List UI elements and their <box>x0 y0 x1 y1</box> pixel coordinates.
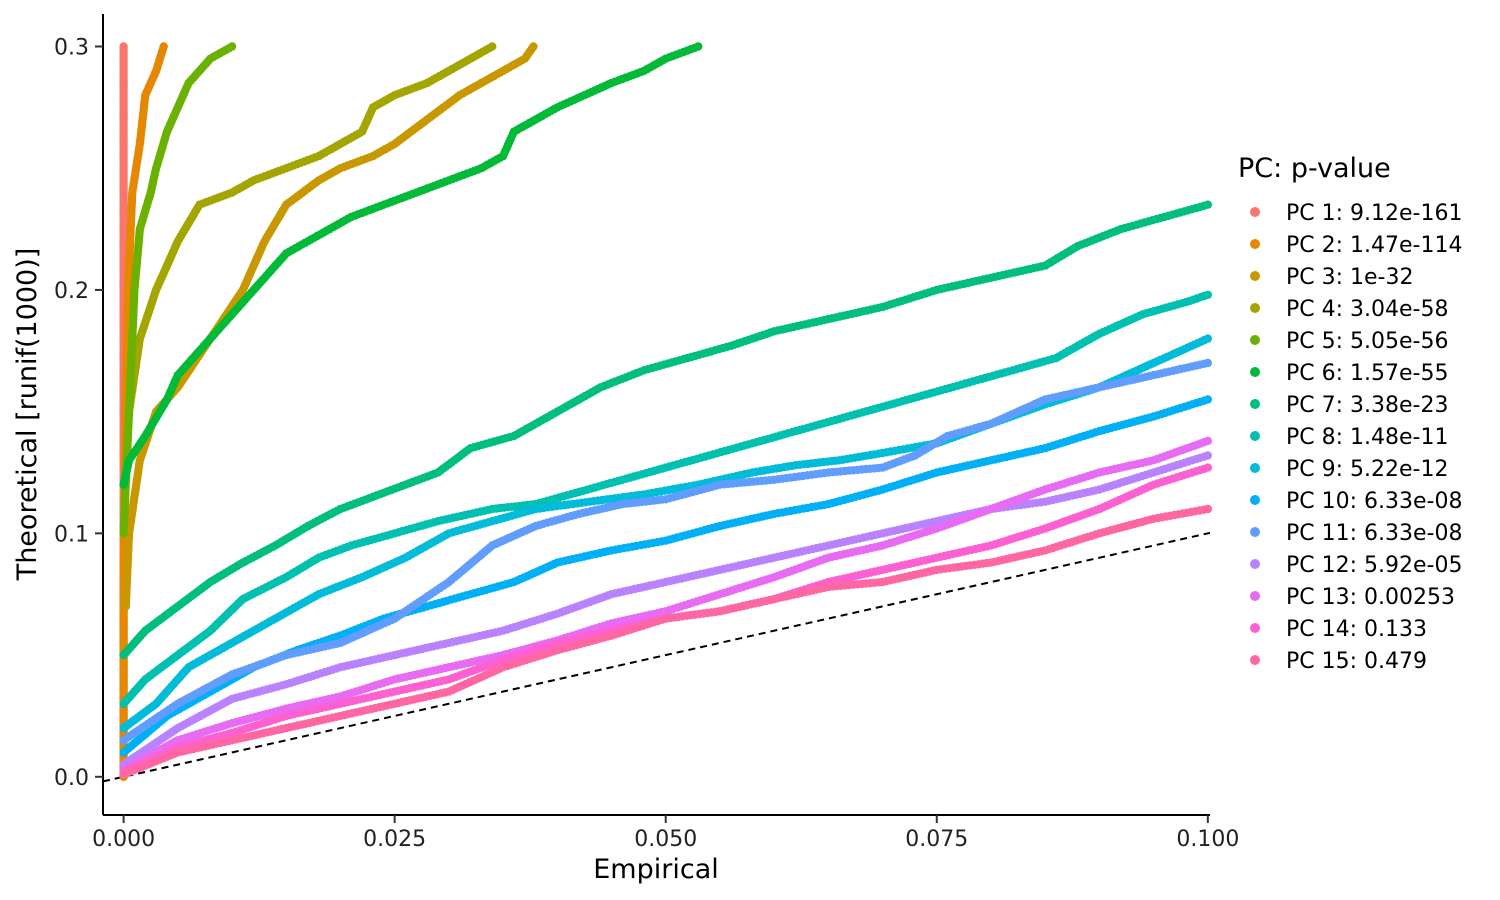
legend-label: PC 7: 3.38e-23 <box>1286 393 1448 418</box>
data-point <box>1203 358 1213 368</box>
data-point <box>1203 334 1213 343</box>
series-15 <box>119 504 1213 779</box>
data-point <box>1203 200 1213 209</box>
legend-swatch <box>1250 399 1260 409</box>
series-9 <box>119 334 1213 733</box>
legend-label: PC 13: 0.00253 <box>1286 585 1455 610</box>
data-point <box>694 42 703 51</box>
legend-label: PC 6: 1.57e-55 <box>1286 361 1448 386</box>
legend-title: PC: p-value <box>1238 153 1391 184</box>
x-tick-label: 0.025 <box>363 827 426 852</box>
series-4 <box>124 42 497 416</box>
legend-items: PC 1: 9.12e-161 PC 2: 1.47e-114 PC 3: 1e-3… <box>1250 201 1462 674</box>
reference-line <box>103 531 1210 783</box>
legend-label: PC 10: 6.33e-08 <box>1286 489 1462 514</box>
legend-label: PC 9: 5.22e-12 <box>1286 457 1448 482</box>
data-point <box>159 42 168 51</box>
series-11 <box>119 358 1213 745</box>
data-point <box>488 42 497 51</box>
axes <box>102 14 1210 816</box>
legend-swatch <box>1250 207 1260 217</box>
legend: PC: p-value PC 1: 9.12e-161 PC 2: 1.47e-1… <box>1238 153 1462 674</box>
legend-swatch <box>1250 271 1260 281</box>
x-ticks: 0.000 0.025 0.050 0.075 0.100 <box>92 815 1239 852</box>
data-point <box>119 42 128 51</box>
x-tick-label: 0.050 <box>634 827 697 852</box>
series-6 <box>119 42 703 489</box>
legend-swatch <box>1250 335 1260 345</box>
y-tick-label: 0.1 <box>54 522 89 547</box>
data-point <box>227 42 237 51</box>
legend-label: PC 1: 9.12e-161 <box>1286 201 1462 226</box>
data-point <box>529 42 538 51</box>
legend-swatch <box>1250 655 1260 665</box>
points-layer <box>119 42 1213 781</box>
legend-swatch <box>1250 527 1260 537</box>
legend-swatch <box>1250 463 1260 473</box>
x-tick-label: 0.000 <box>92 827 155 852</box>
y-tick-label: 0.3 <box>54 36 89 61</box>
x-axis-title: Empirical <box>593 854 719 885</box>
legend-label: PC 14: 0.133 <box>1286 617 1427 642</box>
series-3 <box>121 42 538 611</box>
y-axis-title: Theoretical [runif(1000)] <box>12 248 43 582</box>
legend-label: PC 11: 6.33e-08 <box>1286 521 1462 546</box>
y-ticks: 0.0 0.1 0.2 0.3 <box>54 36 103 791</box>
series-8 <box>119 290 1213 708</box>
x-tick-label: 0.075 <box>905 827 968 852</box>
legend-swatch <box>1250 431 1260 441</box>
legend-label: PC 12: 5.92e-05 <box>1286 553 1462 578</box>
legend-label: PC 5: 5.05e-56 <box>1286 329 1448 354</box>
legend-label: PC 8: 1.48e-11 <box>1286 425 1448 450</box>
legend-label: PC 3: 1e-32 <box>1286 265 1414 290</box>
legend-label: PC 2: 1.47e-114 <box>1286 233 1462 258</box>
reference-line-layer <box>103 531 1210 783</box>
data-point <box>1203 395 1213 404</box>
legend-swatch <box>1250 367 1260 377</box>
series-7 <box>119 200 1213 660</box>
data-point <box>1203 451 1213 460</box>
x-tick-label: 0.100 <box>1176 827 1239 852</box>
legend-label: PC 4: 3.04e-58 <box>1286 297 1448 322</box>
y-tick-label: 0.2 <box>54 279 89 304</box>
legend-swatch <box>1250 239 1260 249</box>
legend-swatch <box>1250 303 1260 313</box>
legend-swatch <box>1250 623 1260 633</box>
data-point <box>1203 290 1213 299</box>
data-point <box>1203 436 1213 446</box>
data-point <box>1203 504 1213 514</box>
legend-label: PC 15: 0.479 <box>1286 649 1427 674</box>
legend-swatch <box>1250 495 1260 505</box>
data-point <box>1203 463 1213 472</box>
legend-swatch <box>1250 559 1260 569</box>
legend-swatch <box>1250 591 1260 601</box>
y-tick-label: 0.0 <box>54 766 89 791</box>
